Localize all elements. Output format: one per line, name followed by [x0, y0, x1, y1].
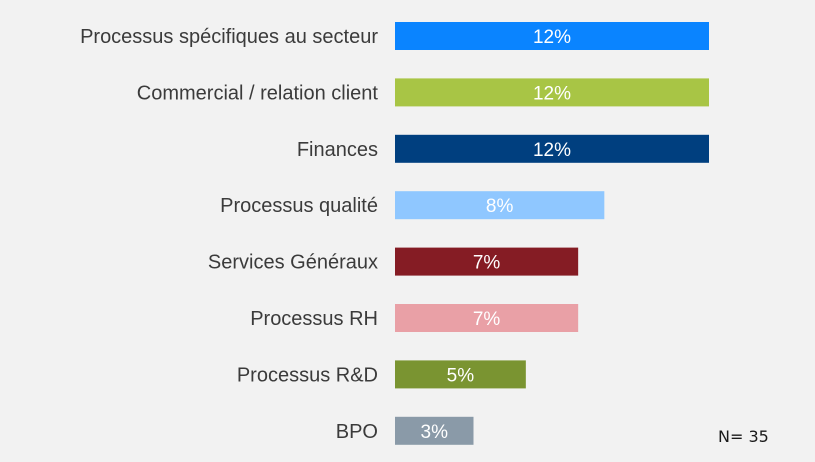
category-label: Processus qualité: [220, 195, 378, 217]
bar: [395, 134, 709, 163]
category-label: Services Généraux: [208, 252, 378, 274]
category-label: Commercial / relation client: [137, 82, 379, 104]
value-label: 12%: [533, 83, 571, 104]
value-label: 3%: [421, 422, 449, 443]
category-label: Processus RH: [250, 308, 378, 330]
bar: [395, 22, 709, 50]
value-label: 7%: [473, 309, 501, 330]
bar: [395, 360, 526, 389]
category-label: Processus R&D: [237, 364, 378, 386]
sample-size-note: N= 35: [718, 427, 769, 446]
bar: [395, 78, 709, 107]
category-label: BPO: [336, 421, 378, 443]
bar: [395, 416, 474, 445]
value-label: 5%: [447, 365, 475, 386]
bar: [395, 191, 605, 220]
value-label: 7%: [473, 253, 501, 274]
bar: [395, 247, 579, 276]
value-label: 12%: [533, 140, 571, 161]
category-label: Finances: [297, 139, 378, 161]
value-label: 12%: [533, 27, 571, 48]
value-label: 8%: [486, 196, 514, 217]
category-label: Processus spécifiques au secteur: [80, 26, 378, 48]
bar: [395, 304, 579, 332]
